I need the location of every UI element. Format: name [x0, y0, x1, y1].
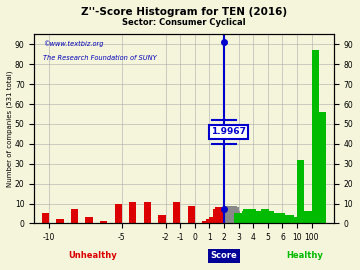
- Bar: [217, 210, 225, 223]
- Bar: [272, 214, 280, 223]
- Bar: [243, 210, 250, 223]
- Bar: [285, 220, 293, 223]
- Bar: [210, 217, 217, 223]
- Bar: [276, 215, 284, 223]
- Bar: [42, 214, 49, 223]
- Bar: [202, 221, 210, 223]
- Bar: [215, 208, 222, 223]
- Bar: [281, 217, 288, 223]
- Bar: [237, 214, 244, 223]
- Bar: [265, 214, 272, 223]
- Bar: [114, 204, 122, 223]
- Bar: [290, 217, 297, 223]
- Text: Score: Score: [211, 251, 238, 260]
- Bar: [253, 211, 261, 223]
- Title: Z''-Score Histogram for TEN (2016): Z''-Score Histogram for TEN (2016): [81, 7, 287, 17]
- Bar: [268, 214, 275, 223]
- Bar: [231, 208, 239, 223]
- Bar: [188, 205, 195, 223]
- Bar: [222, 214, 229, 223]
- Bar: [240, 215, 247, 223]
- Bar: [85, 217, 93, 223]
- Bar: [224, 210, 231, 223]
- Bar: [206, 220, 213, 223]
- Bar: [236, 214, 243, 223]
- Bar: [242, 211, 249, 223]
- Bar: [144, 201, 151, 223]
- Bar: [271, 214, 278, 223]
- Y-axis label: Number of companies (531 total): Number of companies (531 total): [7, 71, 13, 187]
- Bar: [220, 211, 228, 223]
- Bar: [250, 211, 258, 223]
- Bar: [312, 50, 319, 223]
- Bar: [224, 205, 231, 223]
- Bar: [262, 210, 269, 223]
- Bar: [319, 112, 326, 223]
- Bar: [261, 210, 268, 223]
- Bar: [233, 211, 240, 223]
- Bar: [230, 205, 237, 223]
- Bar: [288, 217, 296, 223]
- Bar: [255, 211, 262, 223]
- Text: The Research Foundation of SUNY: The Research Foundation of SUNY: [43, 55, 157, 61]
- Text: Sector: Consumer Cyclical: Sector: Consumer Cyclical: [122, 18, 246, 27]
- Bar: [173, 201, 180, 223]
- Bar: [239, 214, 246, 223]
- Bar: [246, 214, 253, 223]
- Bar: [249, 210, 256, 223]
- Bar: [226, 210, 233, 223]
- Bar: [247, 210, 255, 223]
- Bar: [71, 210, 78, 223]
- Bar: [275, 217, 283, 223]
- Bar: [305, 211, 312, 223]
- Bar: [283, 215, 290, 223]
- Bar: [234, 214, 242, 223]
- Bar: [56, 220, 63, 223]
- Bar: [280, 215, 287, 223]
- Bar: [213, 210, 220, 223]
- Bar: [291, 217, 298, 223]
- Bar: [219, 208, 226, 223]
- Bar: [287, 215, 294, 223]
- Bar: [252, 211, 259, 223]
- Bar: [274, 215, 281, 223]
- Bar: [256, 211, 264, 223]
- Bar: [227, 205, 234, 223]
- Bar: [284, 217, 291, 223]
- Bar: [259, 214, 266, 223]
- Bar: [266, 211, 274, 223]
- Bar: [269, 217, 276, 223]
- Text: ©www.textbiz.org: ©www.textbiz.org: [43, 40, 104, 47]
- Bar: [158, 215, 166, 223]
- Bar: [264, 211, 271, 223]
- Text: Unhealthy: Unhealthy: [68, 251, 117, 260]
- Bar: [129, 201, 136, 223]
- Text: Healthy: Healthy: [286, 251, 323, 260]
- Text: 1.9967: 1.9967: [211, 127, 246, 136]
- Bar: [258, 214, 265, 223]
- Bar: [223, 210, 230, 223]
- Bar: [229, 205, 236, 223]
- Bar: [100, 221, 107, 223]
- Bar: [244, 210, 252, 223]
- Bar: [297, 160, 305, 223]
- Bar: [278, 214, 285, 223]
